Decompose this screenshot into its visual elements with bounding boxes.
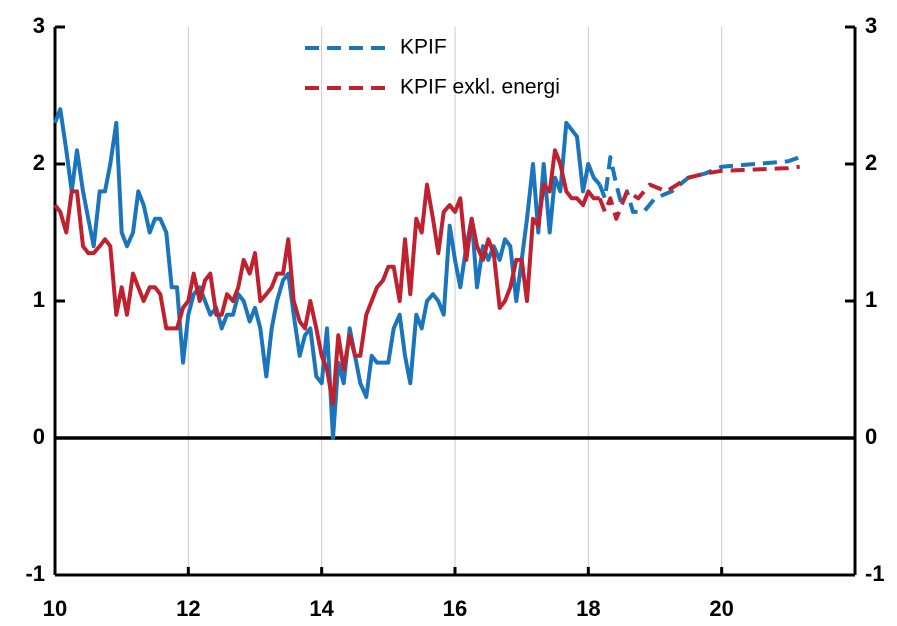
y-tick-label: -1 bbox=[25, 561, 45, 586]
series-line bbox=[53, 107, 602, 440]
y-tick-label: 3 bbox=[33, 13, 45, 38]
y2-tick-label: -1 bbox=[865, 561, 885, 586]
x-tick-label: 14 bbox=[309, 596, 334, 621]
series-line bbox=[597, 164, 800, 221]
legend-label: KPIF exkl. energi bbox=[400, 76, 560, 99]
legend-label: KPIF bbox=[400, 36, 447, 59]
x-tick-label: 16 bbox=[443, 596, 467, 621]
y-tick-label: 1 bbox=[33, 287, 45, 312]
y2-tick-label: 2 bbox=[865, 150, 877, 175]
y-tick-label: 0 bbox=[33, 424, 45, 449]
series-line bbox=[597, 155, 801, 214]
x-tick-label: 20 bbox=[709, 596, 733, 621]
y2-tick-label: 3 bbox=[865, 13, 877, 38]
y-tick-label: 2 bbox=[33, 150, 45, 175]
y2-tick-label: 1 bbox=[865, 287, 877, 312]
y2-tick-label: 0 bbox=[865, 424, 877, 449]
x-tick-label: 12 bbox=[176, 596, 200, 621]
x-tick-label: 10 bbox=[43, 596, 67, 621]
x-tick-label: 18 bbox=[576, 596, 600, 621]
series-line bbox=[53, 148, 600, 406]
